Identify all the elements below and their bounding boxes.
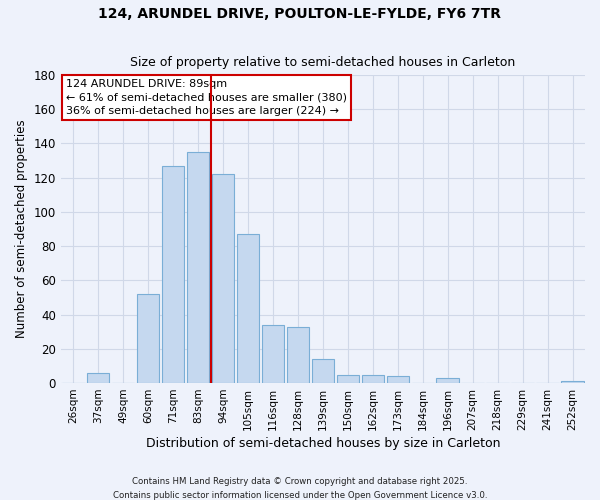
- Y-axis label: Number of semi-detached properties: Number of semi-detached properties: [15, 120, 28, 338]
- Bar: [436, 378, 459, 383]
- X-axis label: Distribution of semi-detached houses by size in Carleton: Distribution of semi-detached houses by …: [146, 437, 500, 450]
- Text: 124, ARUNDEL DRIVE, POULTON-LE-FYLDE, FY6 7TR: 124, ARUNDEL DRIVE, POULTON-LE-FYLDE, FY…: [98, 8, 502, 22]
- Bar: [337, 374, 359, 383]
- Bar: [187, 152, 209, 383]
- Bar: [386, 376, 409, 383]
- Bar: [287, 326, 309, 383]
- Bar: [212, 174, 234, 383]
- Bar: [561, 382, 584, 383]
- Bar: [137, 294, 160, 383]
- Bar: [237, 234, 259, 383]
- Bar: [311, 359, 334, 383]
- Text: Contains HM Land Registry data © Crown copyright and database right 2025.
Contai: Contains HM Land Registry data © Crown c…: [113, 478, 487, 500]
- Bar: [262, 325, 284, 383]
- Text: 124 ARUNDEL DRIVE: 89sqm
← 61% of semi-detached houses are smaller (380)
36% of : 124 ARUNDEL DRIVE: 89sqm ← 61% of semi-d…: [66, 80, 347, 116]
- Title: Size of property relative to semi-detached houses in Carleton: Size of property relative to semi-detach…: [130, 56, 515, 70]
- Bar: [87, 373, 109, 383]
- Bar: [362, 374, 384, 383]
- Bar: [162, 166, 184, 383]
